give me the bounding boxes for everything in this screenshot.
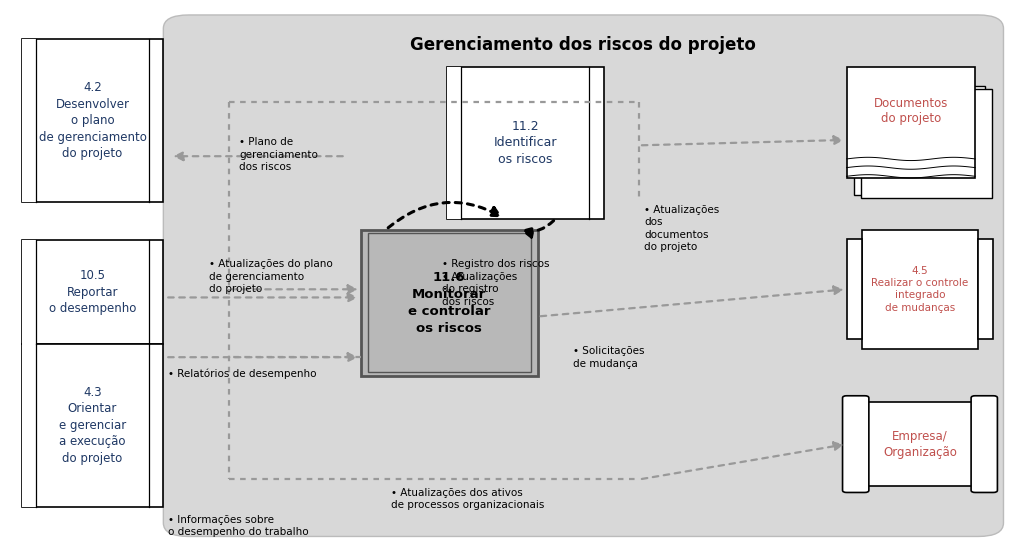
FancyBboxPatch shape: [447, 67, 461, 219]
Text: 4.2
Desenvolver
o plano
de gerenciamento
do projeto: 4.2 Desenvolver o plano de gerenciamento…: [39, 81, 146, 161]
FancyBboxPatch shape: [842, 396, 869, 492]
Text: Gerenciamento dos riscos do projeto: Gerenciamento dos riscos do projeto: [410, 36, 756, 54]
Text: Documentos
do projeto: Documentos do projeto: [874, 97, 948, 124]
FancyBboxPatch shape: [863, 402, 977, 486]
FancyBboxPatch shape: [847, 239, 862, 340]
Text: • Solicitações
de mudança: • Solicitações de mudança: [573, 346, 645, 369]
Text: • Atualizações dos ativos
de processos organizacionais: • Atualizações dos ativos de processos o…: [391, 488, 544, 510]
FancyBboxPatch shape: [21, 240, 36, 343]
Text: 4.5
Realizar o controle
integrado
de mudanças: 4.5 Realizar o controle integrado de mud…: [871, 266, 968, 313]
Text: • Atualizações
dos
documentos
do projeto: • Atualizações dos documentos do projeto: [645, 205, 720, 252]
FancyBboxPatch shape: [21, 343, 163, 507]
FancyBboxPatch shape: [21, 343, 36, 507]
Text: • Registro dos riscos
• Atualizações
do registro
dos riscos: • Registro dos riscos • Atualizações do …: [442, 259, 549, 307]
Text: • Plano de
gerenciamento
dos riscos: • Plano de gerenciamento dos riscos: [240, 137, 318, 172]
Text: • Atualizações do plano
de gerenciamento
do projeto: • Atualizações do plano de gerenciamento…: [209, 259, 333, 294]
Text: 10.5
Reportar
o desempenho: 10.5 Reportar o desempenho: [49, 269, 136, 315]
FancyBboxPatch shape: [847, 67, 975, 178]
FancyBboxPatch shape: [861, 90, 993, 198]
Text: 4.3
Orientar
e gerenciar
a execução
do projeto: 4.3 Orientar e gerenciar a execução do p…: [59, 385, 126, 465]
Text: 11.2
Identificar
os riscos: 11.2 Identificar os riscos: [493, 120, 557, 165]
FancyBboxPatch shape: [21, 240, 163, 343]
FancyBboxPatch shape: [21, 39, 163, 203]
Text: 11.6
Monitorar
e controlar
os riscos: 11.6 Monitorar e controlar os riscos: [408, 271, 490, 335]
Text: • Informações sobre
o desempenho do trabalho: • Informações sobre o desempenho do trab…: [168, 515, 309, 537]
FancyBboxPatch shape: [854, 86, 986, 195]
FancyBboxPatch shape: [862, 229, 978, 349]
FancyBboxPatch shape: [447, 67, 604, 219]
Text: Empresa/
Organização: Empresa/ Organização: [883, 430, 957, 459]
FancyBboxPatch shape: [978, 239, 994, 340]
FancyBboxPatch shape: [163, 15, 1004, 537]
FancyBboxPatch shape: [971, 396, 998, 492]
FancyBboxPatch shape: [367, 233, 531, 372]
FancyBboxPatch shape: [360, 229, 538, 376]
Text: • Relatórios de desempenho: • Relatórios de desempenho: [168, 368, 317, 378]
FancyBboxPatch shape: [21, 39, 36, 203]
